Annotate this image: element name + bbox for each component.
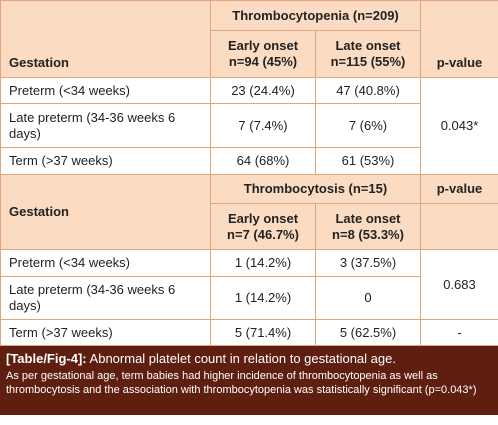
header-row: Gestation Thrombocytosis (n=15) p-value (0, 174, 498, 250)
late-onset: 0 (315, 276, 421, 320)
gestation: Preterm (<34 weeks) (0, 77, 211, 104)
column-header: Late onset n=8 (53.3%) (315, 203, 421, 250)
early-onset: 5 (71.4%) (210, 319, 316, 346)
gestation-header: Gestation (0, 174, 211, 250)
caption-label: [Table/Fig-4]: (6, 351, 87, 366)
data-row: Preterm (<34 weeks) 1 (14.2%) 3 (37.5%) 0.6… (0, 249, 498, 320)
column-header: Early onset n=94 (45%) (210, 30, 316, 78)
header-row: Gestation Thrombocytopenia (n=209) p-value (0, 0, 498, 78)
p-value: - (420, 319, 498, 346)
column-header: Late onset n=115 (55%) (315, 30, 421, 78)
header-row: Early onset n=94 (45%) Late onset n=115 (55… (1, 30, 498, 78)
data-row: Late preterm (34-36 weeks 6 days) 1 (14.2… (0, 276, 498, 320)
late-onset: 47 (40.8%) (315, 77, 421, 104)
group-header: Thrombocytopenia (n=209) (210, 0, 421, 31)
caption-title: Abnormal platelet count in relation to g… (89, 351, 396, 366)
column-n: n=8 (53.3%) (332, 226, 404, 242)
early-onset: 64 (68%) (210, 147, 316, 175)
p-value-header: p-value (420, 174, 498, 204)
column-label: Late onset (335, 38, 401, 53)
caption: [Table/Fig-4]: Abnormal platelet count i… (0, 346, 498, 415)
gestation: Preterm (<34 weeks) (0, 249, 211, 277)
column-n: n=7 (46.7%) (227, 226, 299, 242)
empty-cell (420, 203, 498, 250)
data-row: Late preterm (34-36 weeks 6 days) 7 (7.4%… (0, 103, 498, 148)
data-table: Gestation Thrombocytopenia (n=209) p-value… (0, 0, 498, 346)
column-n: n=94 (45%) (228, 54, 298, 69)
p-value: 0.683 (420, 249, 498, 320)
late-onset: 3 (37.5%) (315, 249, 421, 277)
late-onset: 7 (6%) (315, 103, 421, 148)
column-header: Early onset n=7 (46.7%) (210, 203, 316, 250)
data-row: Preterm (<34 weeks) 23 (24.4%) 47 (40.8%) 0… (0, 77, 498, 175)
gestation: Term (>37 weeks) (0, 147, 211, 175)
column-label: Early onset (227, 210, 299, 226)
column-n: n=115 (55%) (330, 54, 406, 69)
caption-note: As per gestational age, term babies had … (6, 370, 477, 396)
early-onset: 1 (14.2%) (210, 249, 316, 277)
gestation-header: Gestation (0, 0, 211, 78)
gestation: Late preterm (34-36 weeks 6 days) (0, 103, 211, 148)
p-value-header: p-value (420, 0, 498, 78)
header-row: Early onset n=7 (46.7%) Late onset n=8 (53.… (1, 203, 498, 250)
column-label: Early onset (227, 38, 299, 53)
late-onset: 5 (62.5%) (315, 319, 421, 346)
p-value: 0.043* (420, 77, 498, 175)
column-label: Late onset (335, 210, 401, 226)
early-onset: 23 (24.4%) (210, 77, 316, 104)
caption-title-line: [Table/Fig-4]: Abnormal platelet count i… (6, 351, 492, 367)
early-onset: 7 (7.4%) (210, 103, 316, 148)
gestation: Term (>37 weeks) (0, 319, 211, 346)
early-onset: 1 (14.2%) (210, 276, 316, 320)
gestation: Late preterm (34-36 weeks 6 days) (0, 276, 211, 320)
data-row: Term (>37 weeks) 64 (68%) 61 (53%) (0, 147, 498, 175)
late-onset: 61 (53%) (315, 147, 421, 175)
group-header: Thrombocytosis (n=15) (210, 174, 421, 204)
data-row: Term (>37 weeks) 5 (71.4%) 5 (62.5%) - (0, 319, 498, 346)
